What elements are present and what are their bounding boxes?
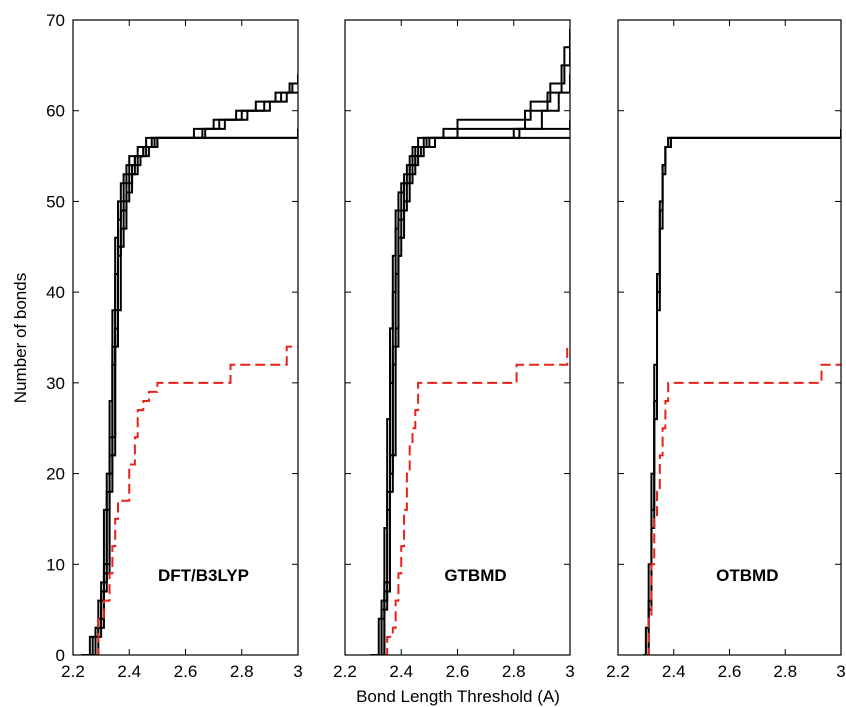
x-tick-label: 2.8	[230, 662, 254, 681]
x-tick-label: 2.2	[333, 662, 357, 681]
series-line-5	[87, 74, 298, 655]
x-tick-label: 3	[565, 662, 574, 681]
plot-frame	[72, 19, 299, 656]
x-tick-label: 2.2	[61, 662, 85, 681]
y-tick-label: 30	[46, 374, 65, 393]
panel-label: DFT/B3LYP	[158, 566, 249, 585]
series-line-3	[84, 91, 298, 655]
x-tick-label: 2.4	[117, 662, 141, 681]
x-tick-label: 2.4	[389, 662, 413, 681]
x-tick-label: 2.6	[718, 662, 742, 681]
series-line-dashed-red	[384, 345, 570, 655]
y-tick-label: 40	[46, 283, 65, 302]
plot-area	[370, 29, 570, 655]
x-tick-label: 2.8	[773, 662, 797, 681]
panel-3: 2.2 2.4 2.6 2.8 3 OTBMD	[606, 19, 846, 681]
y-axis-title: Number of bonds	[11, 273, 30, 403]
series-line-dashed-red	[95, 345, 298, 655]
y-tick-label: 70	[46, 11, 65, 30]
series-line-5	[375, 29, 570, 655]
x-tick-label: 2.2	[606, 662, 630, 681]
plot-area	[643, 128, 841, 655]
x-tick-label: 3	[836, 662, 845, 681]
plot-frame	[617, 19, 842, 656]
x-tick-label: 2.8	[502, 662, 526, 681]
panel-label: GTBMD	[444, 566, 506, 585]
x-tick-label: 3	[293, 662, 302, 681]
y-tick-label: 60	[46, 102, 65, 121]
series-line-1	[370, 136, 570, 655]
x-tick-label: 2.6	[174, 662, 198, 681]
x-axis-title: Bond Length Threshold (A)	[356, 687, 560, 706]
panel-2: 2.2 2.4 2.6 2.8 3 GTBMD	[333, 19, 575, 681]
series-line-dashed-red	[645, 363, 841, 655]
x-tick-label: 2.6	[446, 662, 470, 681]
y-tick-label: 50	[46, 192, 65, 211]
y-tick-label: 0	[56, 646, 65, 665]
y-tick-label: 10	[46, 555, 65, 574]
y-tick-label: 20	[46, 465, 65, 484]
plot-area	[81, 74, 298, 655]
plot-frame	[344, 19, 571, 656]
panel-label: OTBMD	[716, 566, 778, 585]
x-tick-label: 2.4	[662, 662, 686, 681]
